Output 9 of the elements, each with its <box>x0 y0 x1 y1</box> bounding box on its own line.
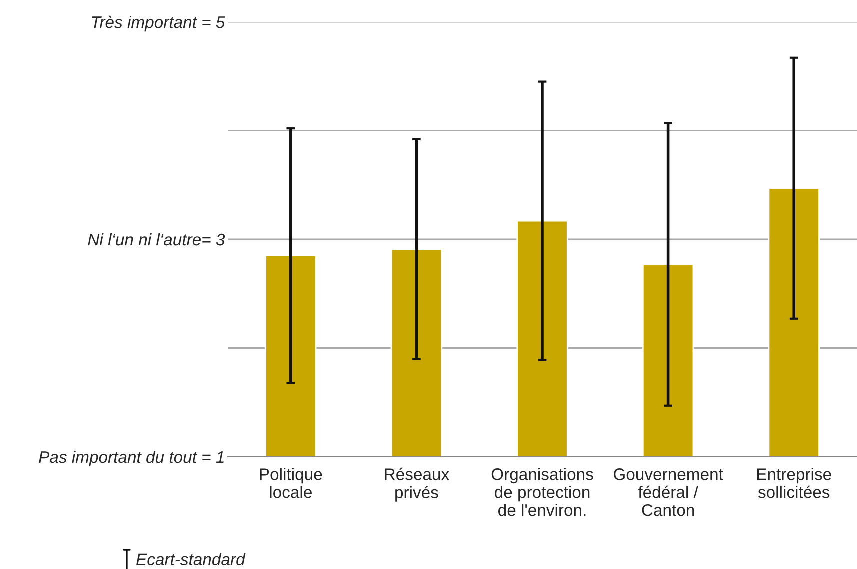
x-tick-label: Gouvernement fédéral / Canton <box>614 468 724 516</box>
y-tick-label: Ni l‘un ni l‘autre= 3 <box>88 233 226 246</box>
text: Ecart-standard <box>136 553 246 566</box>
x-tick-label: Organisations de protection de l'environ. <box>492 468 594 516</box>
x-tick-label: Réseaux privés <box>385 468 450 502</box>
y-tick-label: Pas important du tout = 1 <box>39 450 224 466</box>
y-tick-label: Très important = 5 <box>92 16 226 32</box>
x-tick-label: Politique locale <box>260 468 322 498</box>
x-tick-label: Entreprise sollicitées <box>757 468 832 498</box>
